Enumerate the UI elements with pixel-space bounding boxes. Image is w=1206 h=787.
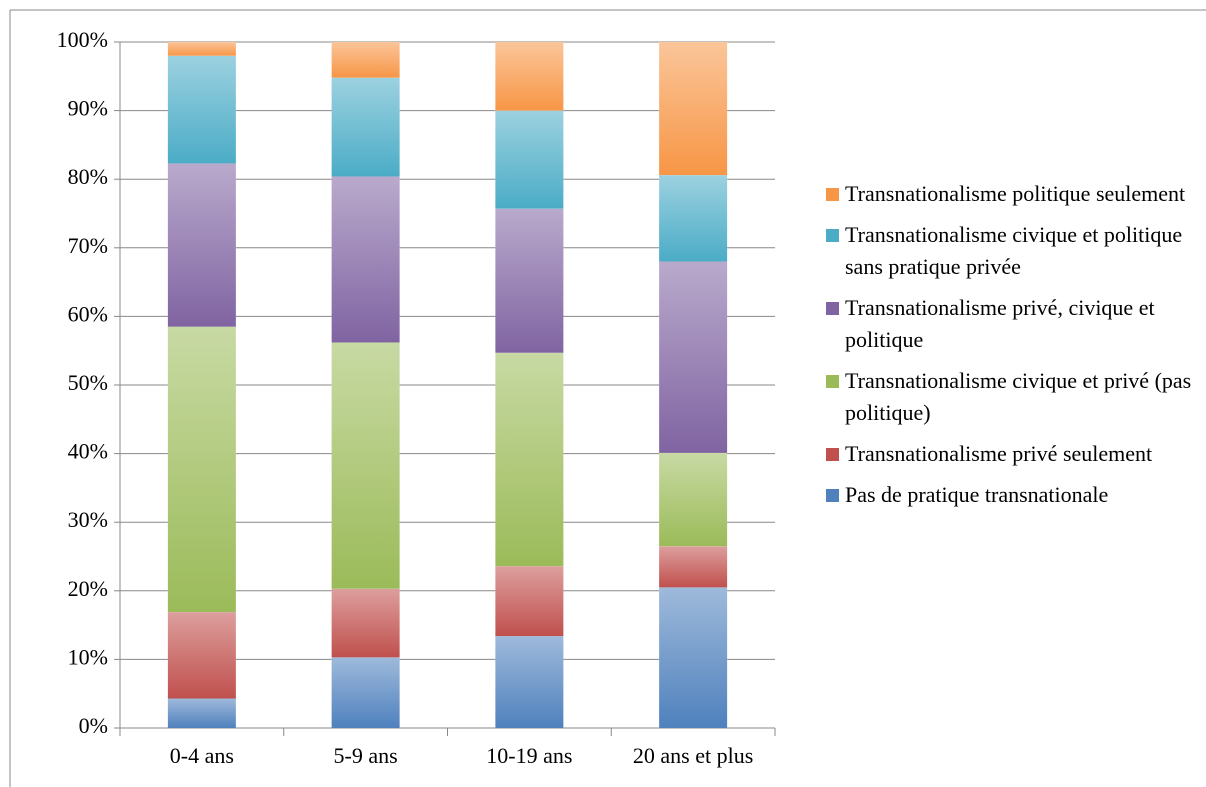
legend-item: Pas de pratique transnationale (826, 479, 1198, 511)
bar-segment (495, 208, 564, 353)
legend-label: Transnationalisme privé seulement (845, 441, 1153, 466)
x-tick-label: 5-9 ans (334, 743, 398, 768)
legend-item: Transnationalisme civique et politique s… (826, 219, 1198, 283)
y-tick-label: 60% (68, 301, 108, 326)
legend-swatch (826, 188, 839, 201)
y-tick-label: 0% (79, 713, 108, 738)
bar-segment (495, 566, 564, 637)
y-tick-label: 20% (68, 576, 108, 601)
bar-segment (659, 175, 728, 262)
bar-segment (331, 77, 400, 177)
legend: Transnationalisme politique seulement Tra… (826, 178, 1198, 511)
legend-label: Transnationalisme privé, civique et poli… (845, 295, 1155, 352)
bar-segment (331, 176, 400, 343)
bar-segment (167, 163, 236, 327)
y-tick-label: 100% (57, 27, 108, 52)
legend-label: Pas de pratique transnationale (845, 482, 1109, 507)
bar-segment (495, 42, 564, 111)
bar-segment (167, 55, 236, 164)
y-tick-label: 40% (68, 439, 108, 464)
x-tick-label: 20 ans et plus (633, 743, 753, 768)
x-tick-label: 10-19 ans (486, 743, 572, 768)
legend-label: Transnationalisme politique seulement (845, 181, 1186, 206)
bar-segment (495, 110, 564, 209)
legend-swatch (826, 229, 839, 242)
legend-label: Transnationalisme civique et politique s… (845, 222, 1183, 279)
legend-item: Transnationalisme privé seulement (826, 438, 1198, 470)
bar-segment (167, 612, 236, 699)
y-tick-label: 30% (68, 507, 108, 532)
bar-segment (331, 342, 400, 589)
y-tick-label: 70% (68, 233, 108, 258)
bar-segment (331, 42, 400, 78)
bar-segment (331, 657, 400, 728)
legend-swatch (826, 489, 839, 502)
legend-item: Transnationalisme civique et privé (pas … (826, 365, 1198, 429)
y-tick-label: 80% (68, 164, 108, 189)
bar-segment (659, 587, 728, 728)
bar-segment (659, 546, 728, 588)
legend-swatch (826, 448, 839, 461)
bar-segment (659, 452, 728, 547)
legend-label: Transnationalisme civique et privé (pas … (845, 368, 1192, 425)
bar-segment (167, 326, 236, 613)
legend-item: Transnationalisme politique seulement (826, 178, 1198, 210)
bar-segment (167, 42, 236, 56)
bar-segment (495, 636, 564, 728)
y-tick-label: 90% (68, 96, 108, 121)
bar-segment (659, 261, 728, 453)
legend-swatch (826, 302, 839, 315)
y-tick-label: 50% (68, 370, 108, 395)
bar-segment (495, 352, 564, 567)
legend-swatch (826, 375, 839, 388)
bar-segment (167, 698, 236, 728)
bar-segment (331, 588, 400, 658)
legend-item: Transnationalisme privé, civique et poli… (826, 292, 1198, 356)
y-tick-label: 10% (68, 644, 108, 669)
bar-segment (659, 42, 728, 176)
x-tick-label: 0-4 ans (170, 743, 234, 768)
